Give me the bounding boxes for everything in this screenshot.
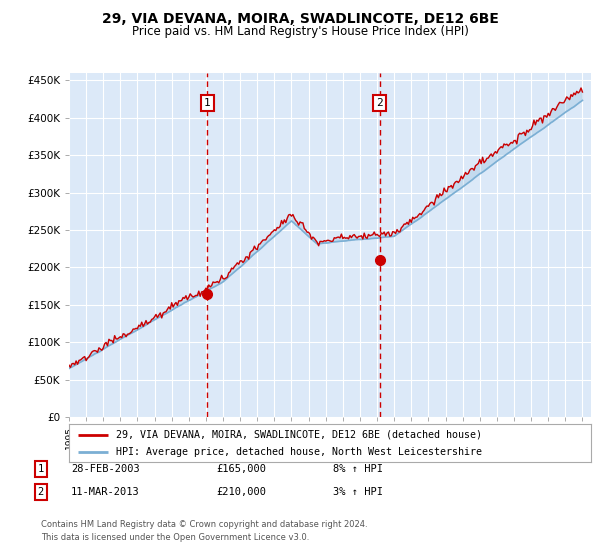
Text: 1: 1 (204, 98, 211, 108)
Text: 29, VIA DEVANA, MOIRA, SWADLINCOTE, DE12 6BE (detached house): 29, VIA DEVANA, MOIRA, SWADLINCOTE, DE12… (116, 430, 482, 440)
Text: 1: 1 (38, 464, 44, 474)
Text: 8% ↑ HPI: 8% ↑ HPI (333, 464, 383, 474)
Text: 28-FEB-2003: 28-FEB-2003 (71, 464, 140, 474)
Text: Contains HM Land Registry data © Crown copyright and database right 2024.: Contains HM Land Registry data © Crown c… (41, 520, 367, 529)
Text: 3% ↑ HPI: 3% ↑ HPI (333, 487, 383, 497)
Text: HPI: Average price, detached house, North West Leicestershire: HPI: Average price, detached house, Nort… (116, 447, 482, 458)
Text: £210,000: £210,000 (216, 487, 266, 497)
Text: 2: 2 (38, 487, 44, 497)
Text: 2: 2 (377, 98, 383, 108)
Text: Price paid vs. HM Land Registry's House Price Index (HPI): Price paid vs. HM Land Registry's House … (131, 25, 469, 38)
Text: 29, VIA DEVANA, MOIRA, SWADLINCOTE, DE12 6BE: 29, VIA DEVANA, MOIRA, SWADLINCOTE, DE12… (101, 12, 499, 26)
Text: This data is licensed under the Open Government Licence v3.0.: This data is licensed under the Open Gov… (41, 533, 309, 542)
Text: 11-MAR-2013: 11-MAR-2013 (71, 487, 140, 497)
Text: £165,000: £165,000 (216, 464, 266, 474)
